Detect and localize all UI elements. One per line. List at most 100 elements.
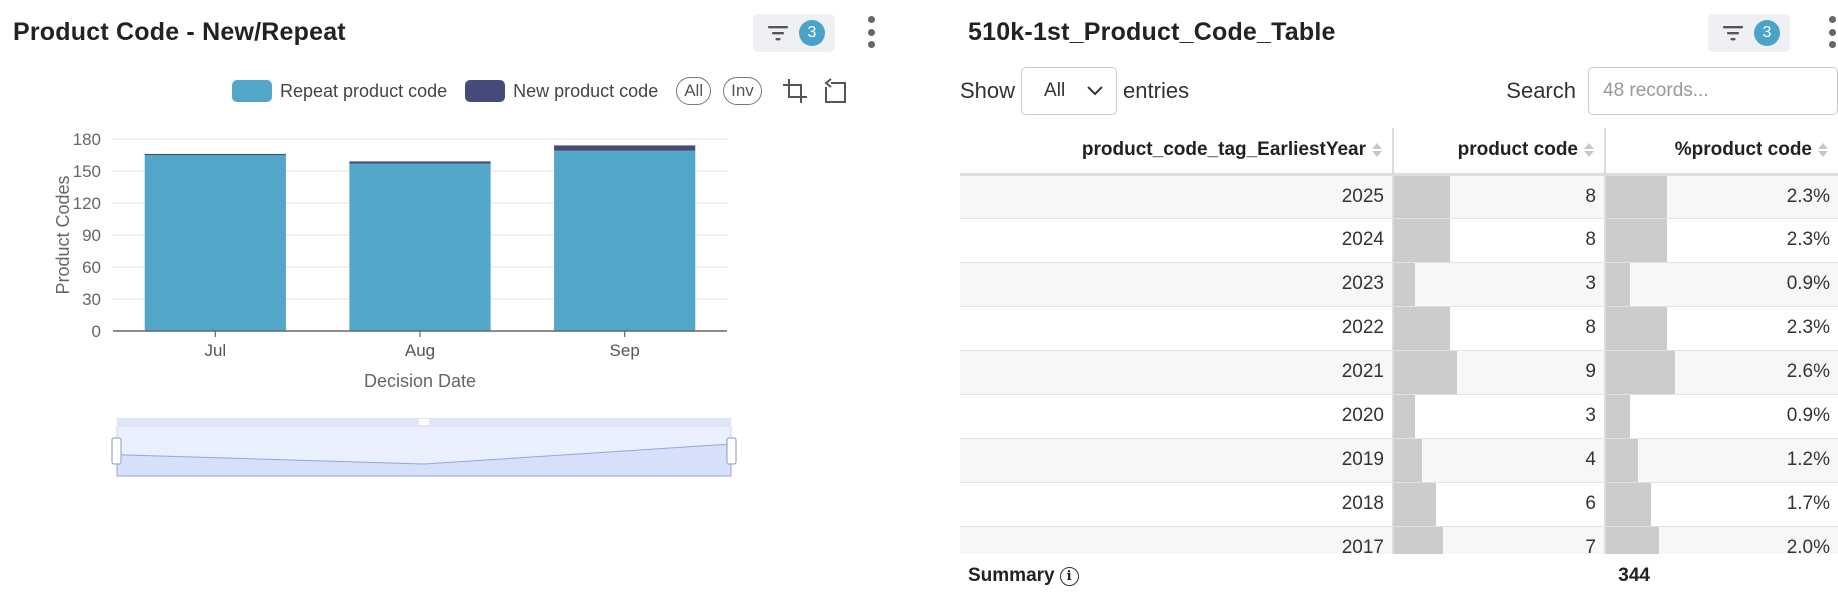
data-table: product_code_tag_EarliestYear product co… xyxy=(960,128,1838,554)
summary-row: Summary i 344 xyxy=(960,556,1838,596)
entries-control: Show All entries xyxy=(960,66,1189,116)
bar-new-sep[interactable] xyxy=(554,145,696,151)
search-label: Search xyxy=(1506,78,1576,103)
bar-repeat-jul[interactable] xyxy=(144,155,286,331)
cell-pct: 2.6% xyxy=(1604,350,1838,395)
table-filter-button[interactable]: 3 xyxy=(1708,14,1790,52)
cell-year: 2025 xyxy=(960,174,1393,219)
cell-count: 8 xyxy=(1392,218,1605,263)
bar-new-jul[interactable] xyxy=(144,153,286,155)
cell-pct: 0.9% xyxy=(1604,394,1838,439)
more-vert-icon[interactable] xyxy=(865,16,877,48)
cell-pct: 2.3% xyxy=(1604,174,1838,219)
legend-label-new: New product code xyxy=(513,80,659,101)
cell-value: 2.3% xyxy=(1786,317,1830,338)
chevron-down-icon xyxy=(1087,86,1103,96)
zoom-handle-right[interactable] xyxy=(726,437,737,465)
column-header-year[interactable]: product_code_tag_EarliestYear xyxy=(960,128,1393,176)
legend-item-new[interactable]: New product code xyxy=(465,80,658,102)
cell-bar xyxy=(1606,350,1676,394)
zoom-handle-left[interactable] xyxy=(111,437,122,465)
y-tick-label: 0 xyxy=(92,322,101,341)
sort-icon xyxy=(1584,142,1594,158)
bar-repeat-aug[interactable] xyxy=(349,163,491,331)
cell-year: 2020 xyxy=(960,394,1393,439)
filter-icon xyxy=(1723,26,1743,41)
cell-bar xyxy=(1606,262,1630,306)
sort-icon xyxy=(1372,142,1382,158)
cell-value: 2.3% xyxy=(1786,229,1830,250)
cell-value: 3 xyxy=(1585,273,1596,294)
cell-pct: 2.3% xyxy=(1604,306,1838,351)
cell-count: 4 xyxy=(1392,438,1605,483)
cell-count: 6 xyxy=(1392,482,1605,527)
search-control: Search xyxy=(1506,66,1838,116)
cell-value: 6 xyxy=(1585,493,1596,514)
table-row: 2021 9 2.6% xyxy=(960,350,1838,395)
table-row: 2022 8 2.3% xyxy=(960,306,1838,351)
cell-year: 2019 xyxy=(960,438,1393,483)
legend-all-button[interactable]: All xyxy=(676,77,712,105)
cell-value: 2.0% xyxy=(1786,537,1830,554)
cell-pct: 0.9% xyxy=(1604,262,1838,307)
x-tick-label: Aug xyxy=(405,341,435,360)
summary-label-wrap: Summary i xyxy=(968,565,1079,587)
bar-repeat-sep[interactable] xyxy=(554,150,696,331)
cell-bar xyxy=(1394,306,1450,350)
cell-count: 9 xyxy=(1392,350,1605,395)
y-tick-label: 90 xyxy=(82,226,101,245)
box-zoom-icon[interactable] xyxy=(782,78,808,104)
legend-invert-button[interactable]: Inv xyxy=(723,77,762,105)
bar-new-aug[interactable] xyxy=(349,161,491,164)
y-tick-label: 60 xyxy=(82,258,101,277)
column-header-count[interactable]: product code xyxy=(1392,128,1605,176)
cell-count: 8 xyxy=(1392,174,1605,219)
cell-year: 2018 xyxy=(960,482,1393,527)
cell-value: 4 xyxy=(1585,449,1596,470)
table-row: 2024 8 2.3% xyxy=(960,218,1838,263)
cell-bar xyxy=(1606,394,1630,438)
cell-bar xyxy=(1394,438,1422,482)
cell-bar xyxy=(1394,262,1415,306)
entries-select[interactable]: All xyxy=(1021,67,1118,115)
summary-label: Summary xyxy=(968,565,1055,586)
cell-value: 3 xyxy=(1585,405,1596,426)
zoom-reset-icon[interactable] xyxy=(822,78,848,104)
info-icon[interactable]: i xyxy=(1059,566,1079,586)
y-tick-label: 120 xyxy=(73,194,101,213)
cell-bar xyxy=(1606,175,1668,218)
table-title: 510k-1st_Product_Code_Table xyxy=(968,18,1336,46)
table-row: 2023 3 0.9% xyxy=(960,262,1838,307)
cell-pct: 1.7% xyxy=(1604,482,1838,527)
filter-count-badge: 3 xyxy=(1754,20,1780,46)
table-scroll-area[interactable]: product_code_tag_EarliestYear product co… xyxy=(960,128,1838,554)
cell-count: 8 xyxy=(1392,306,1605,351)
cell-count: 3 xyxy=(1392,394,1605,439)
cell-year: 2021 xyxy=(960,350,1393,395)
cell-bar xyxy=(1394,394,1415,438)
y-axis-label: Product Codes xyxy=(53,175,73,294)
table-row: 2018 6 1.7% xyxy=(960,482,1838,527)
table-row: 2025 8 2.3% xyxy=(960,174,1838,219)
data-zoom-slider[interactable] xyxy=(111,418,737,477)
cell-value: 0.9% xyxy=(1786,405,1830,426)
x-axis-label: Decision Date xyxy=(364,371,476,391)
cell-value: 0.9% xyxy=(1786,273,1830,294)
chart-filter-button[interactable]: 3 xyxy=(753,14,835,52)
cell-bar xyxy=(1394,350,1457,394)
cell-year: 2017 xyxy=(960,526,1393,554)
cell-value: 8 xyxy=(1585,229,1596,250)
filter-icon xyxy=(768,26,788,41)
legend-swatch-repeat xyxy=(232,80,272,102)
table-panel: 510k-1st_Product_Code_Table 3 Show All e… xyxy=(960,0,1838,600)
more-vert-icon[interactable] xyxy=(1826,16,1838,48)
x-tick-label: Jul xyxy=(204,341,226,360)
y-tick-label: 150 xyxy=(73,162,101,181)
chart-title: Product Code - New/Repeat xyxy=(13,18,346,46)
search-input[interactable] xyxy=(1588,67,1838,115)
cell-bar xyxy=(1394,482,1436,526)
column-header-pct[interactable]: %product code xyxy=(1604,128,1838,176)
table-row: 2019 4 1.2% xyxy=(960,438,1838,483)
cell-value: 1.7% xyxy=(1786,493,1830,514)
legend-item-repeat[interactable]: Repeat product code xyxy=(232,80,447,102)
